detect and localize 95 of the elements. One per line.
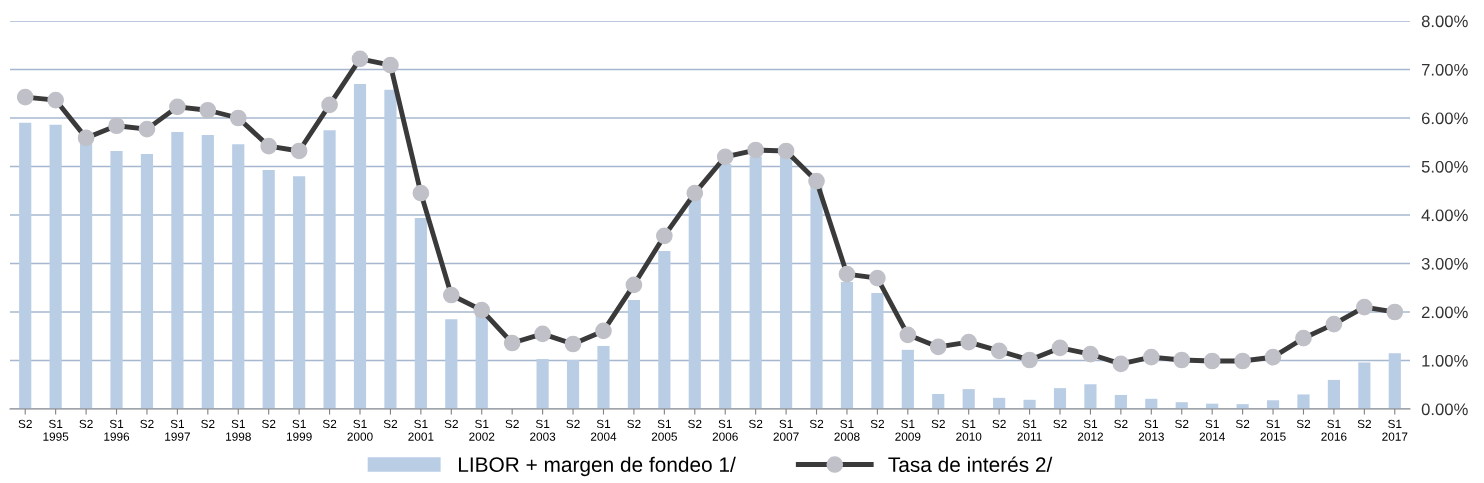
y-tick-label: 5.00% (1421, 160, 1468, 173)
x-tick-label: S2 (201, 419, 215, 429)
y-tick-label: 3.00% (1421, 257, 1468, 270)
x-tick-label: S2 (444, 419, 458, 429)
x-tick-label: S1 2004 (590, 419, 617, 441)
bar (536, 359, 549, 409)
x-tick-label: S2 (505, 419, 519, 429)
y-tick-label: 2.00% (1421, 306, 1468, 319)
bar (749, 156, 762, 409)
legend-label: LIBOR + margen de fondeo 1/ (458, 456, 736, 477)
x-tick-label: S1 1997 (165, 419, 190, 441)
x-tick-label: S2 (1175, 419, 1189, 429)
bar (627, 299, 640, 409)
y-tick-label: 4.00% (1421, 209, 1468, 222)
bar (1358, 362, 1371, 409)
x-tick-label: S2 (688, 419, 702, 429)
bar (597, 345, 610, 409)
bar (780, 156, 793, 409)
x-tick-label: S1 1998 (226, 419, 251, 441)
x-tick-label: S2 (1053, 419, 1067, 429)
y-tick-label: 1.00% (1422, 354, 1468, 367)
x-tick-label: S1 2002 (469, 419, 495, 441)
legend-label: Tasa de interés 2/ (888, 456, 1053, 473)
bar (1084, 384, 1097, 409)
x-tick-label: S1 2011 (1017, 419, 1042, 441)
bar (49, 124, 62, 409)
x-tick-label: S1 2000 (347, 419, 373, 441)
bar (1297, 394, 1310, 409)
x-tick-label: S1 2005 (651, 419, 677, 441)
x-tick-label: S2 (566, 419, 580, 429)
x-tick-label: S2 (748, 419, 763, 429)
x-tick-label: S1 2010 (956, 419, 982, 441)
bar (171, 132, 184, 409)
x-tick-label: S1 2001 (408, 419, 434, 441)
bar (1053, 388, 1067, 409)
x-tick-label: S2 (1114, 419, 1128, 429)
x-tick-label: S2 (809, 419, 824, 429)
bar (1327, 379, 1340, 409)
y-tick-label: 0.00% (1421, 403, 1468, 416)
x-tick-label: S1 2015 (1260, 419, 1286, 441)
x-tick-label: S1 2003 (530, 419, 556, 441)
bar (566, 360, 580, 409)
bar (901, 349, 914, 409)
x-tick-label: S1 2017 (1382, 419, 1408, 441)
bar (1388, 353, 1401, 409)
bar (871, 293, 884, 409)
x-tick-label: S2 (322, 419, 337, 429)
bar (140, 153, 154, 409)
bar (323, 130, 336, 409)
bar (293, 176, 306, 409)
y-tick-label: 7.00% (1421, 63, 1468, 76)
x-tick-label: S2 (870, 419, 885, 429)
bar (1023, 399, 1036, 409)
bar (201, 134, 214, 409)
x-tick-label: S2 (79, 419, 93, 429)
bar (932, 393, 945, 409)
bar (353, 84, 367, 409)
x-tick-label: S1 2012 (1077, 419, 1103, 441)
bar (810, 185, 823, 409)
bar (384, 89, 397, 409)
bar (232, 144, 245, 409)
x-tick-label: S2 (140, 419, 154, 429)
bar (445, 319, 458, 409)
x-tick-label: S1 1995 (43, 419, 69, 441)
x-tick-label: S1 1996 (104, 419, 130, 441)
y-tick-label: 8.00% (1421, 15, 1468, 28)
x-tick-label: S2 (627, 419, 641, 429)
x-tick-label: S2 (1235, 419, 1250, 429)
bar (19, 122, 32, 409)
x-tick-label: S1 2006 (712, 419, 738, 441)
bar (688, 198, 701, 409)
bar (840, 281, 854, 409)
x-tick-label: S2 (383, 419, 398, 429)
x-tick-label: S2 (18, 419, 32, 429)
x-tick-label: S2 (931, 419, 945, 429)
bar (658, 250, 671, 409)
x-tick-label: S1 2016 (1321, 419, 1347, 441)
x-tick-label: S1 2008 (834, 419, 860, 441)
bar (110, 150, 123, 409)
x-tick-label: S2 (1296, 419, 1311, 429)
y-tick-label: 6.00% (1421, 112, 1468, 125)
x-tick-label: S1 2013 (1138, 419, 1164, 441)
bar (962, 389, 975, 409)
bar (414, 217, 427, 409)
x-tick-label: S1 2009 (895, 419, 921, 441)
bar (262, 169, 275, 409)
x-tick-label: S1 1999 (286, 419, 312, 441)
x-tick-label: S1 2014 (1199, 419, 1225, 441)
x-tick-label: S2 (1357, 419, 1371, 429)
bar (1114, 394, 1127, 409)
bar (1266, 400, 1280, 409)
x-tick-label: S2 (992, 419, 1006, 429)
bar (719, 164, 732, 409)
x-tick-label: S2 (262, 419, 276, 429)
x-tick-label: S1 2007 (773, 419, 799, 441)
